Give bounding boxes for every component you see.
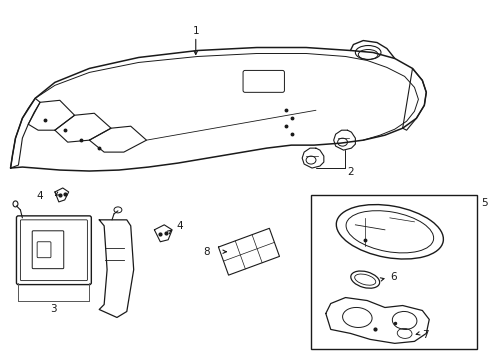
Text: 7: 7 <box>422 330 428 341</box>
Text: 4: 4 <box>37 191 43 201</box>
Bar <box>310 195 476 349</box>
Text: 2: 2 <box>347 167 353 177</box>
Text: 3: 3 <box>50 303 57 314</box>
Text: 6: 6 <box>389 272 396 282</box>
Text: 1: 1 <box>192 26 199 36</box>
Text: 8: 8 <box>203 247 209 257</box>
Text: 4: 4 <box>176 221 183 231</box>
Text: 5: 5 <box>481 198 487 208</box>
